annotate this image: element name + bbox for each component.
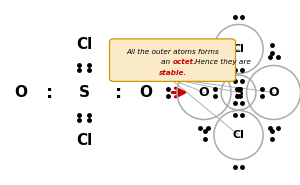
- Text: O: O: [14, 85, 28, 100]
- Text: Cl: Cl: [76, 133, 92, 148]
- Text: an: an: [161, 59, 172, 65]
- FancyBboxPatch shape: [110, 39, 236, 81]
- Text: O: O: [139, 85, 152, 100]
- Text: S: S: [234, 86, 243, 99]
- Text: Cl: Cl: [232, 44, 244, 54]
- Text: Cl: Cl: [76, 37, 92, 52]
- Text: Cl: Cl: [232, 130, 244, 140]
- Text: O: O: [199, 86, 209, 99]
- Text: octet.: octet.: [172, 59, 197, 65]
- Text: All the outer atoms forms: All the outer atoms forms: [126, 49, 219, 55]
- Text: Hence they are: Hence they are: [195, 59, 251, 65]
- Text: :: :: [46, 83, 53, 102]
- Text: O: O: [268, 86, 279, 99]
- Text: S: S: [79, 85, 89, 100]
- Text: :: :: [115, 83, 122, 102]
- Text: stable.: stable.: [158, 70, 187, 76]
